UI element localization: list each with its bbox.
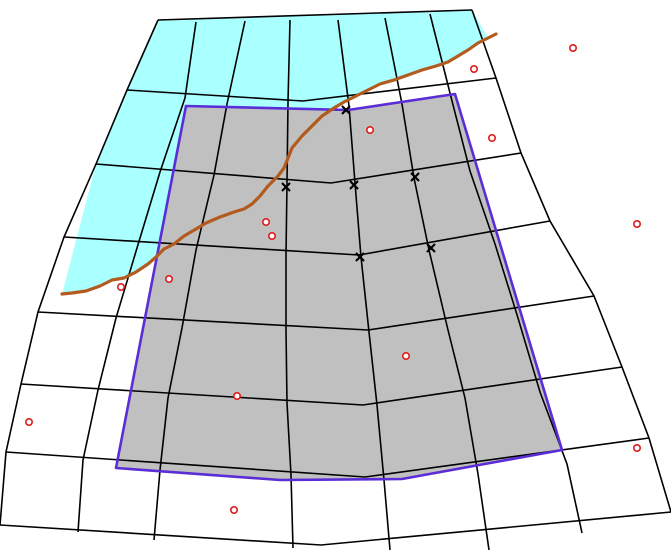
grid-line-vertical — [0, 19, 159, 526]
cross-marker — [410, 172, 420, 182]
shaded-region — [116, 94, 562, 480]
coastline — [60, 32, 498, 296]
coastline-path — [60, 32, 498, 296]
open-circle-marker — [469, 65, 478, 74]
grid-line-horizontal — [0, 511, 671, 546]
cross-markers — [281, 105, 436, 262]
grid-lines — [0, 9, 671, 551]
grid-line-vertical — [77, 21, 197, 533]
cross-marker — [341, 105, 351, 115]
open-circle-marker — [487, 134, 496, 143]
grid-line-vertical — [384, 17, 490, 551]
cross-marker — [355, 252, 365, 262]
open-circle-marker — [632, 220, 641, 229]
region-fill — [116, 94, 562, 480]
grid-line-vertical — [153, 20, 246, 541]
cross-marker — [281, 182, 291, 192]
grid-line-vertical — [429, 13, 583, 534]
open-circle-marker — [230, 505, 239, 514]
cross-marker — [426, 243, 436, 253]
open-circle-markers — [24, 43, 641, 514]
grid-line-horizontal — [157, 9, 473, 21]
open-circle-marker — [568, 43, 577, 52]
cross-marker — [349, 180, 359, 190]
region-outline — [114, 92, 564, 482]
open-circle-marker — [117, 282, 126, 291]
open-circle-marker — [632, 443, 641, 452]
grid-line-vertical — [471, 9, 671, 513]
open-circle-marker — [365, 126, 374, 135]
open-circle-marker — [401, 351, 410, 360]
open-circle-marker — [267, 232, 276, 241]
grid-line-vertical — [285, 19, 294, 549]
grid-line-vertical — [337, 19, 391, 551]
open-circle-marker — [261, 218, 270, 227]
open-circle-marker — [165, 274, 174, 283]
open-circle-marker — [233, 391, 242, 400]
region-border — [114, 92, 564, 482]
open-circle-marker — [24, 417, 33, 426]
